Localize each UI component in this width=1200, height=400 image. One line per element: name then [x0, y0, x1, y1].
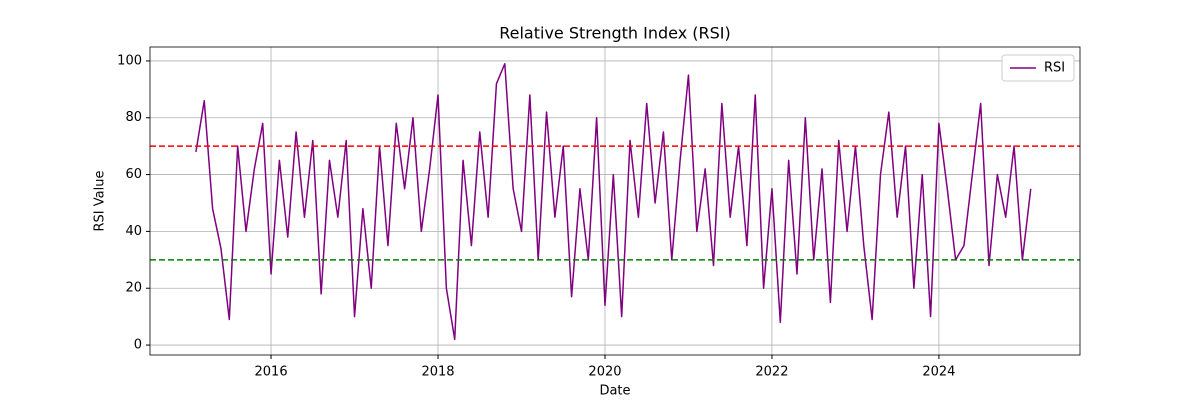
rsi-line: [195, 63, 1032, 341]
y-tick-label: 40: [125, 224, 142, 239]
y-tick-label: 100: [117, 53, 142, 68]
x-tick-label: 2016: [255, 365, 288, 380]
x-tick-label: 2020: [588, 365, 621, 380]
x-tick-label: 2018: [421, 365, 454, 380]
x-tick-label: 2024: [922, 365, 955, 380]
y-axis-label: RSI Value: [93, 171, 108, 232]
x-axis-label: Date: [599, 384, 630, 399]
x-tick-label: 2022: [755, 365, 788, 380]
chart-title: Relative Strength Index (RSI): [499, 24, 731, 43]
y-tick-label: 80: [125, 110, 142, 125]
y-tick-label: 20: [125, 281, 142, 296]
y-tick-label: 60: [125, 167, 142, 182]
legend-label: RSI: [1044, 61, 1065, 76]
legend-box: [1001, 54, 1075, 82]
plot-frame: [149, 46, 1081, 356]
y-tick-label: 0: [134, 338, 142, 353]
